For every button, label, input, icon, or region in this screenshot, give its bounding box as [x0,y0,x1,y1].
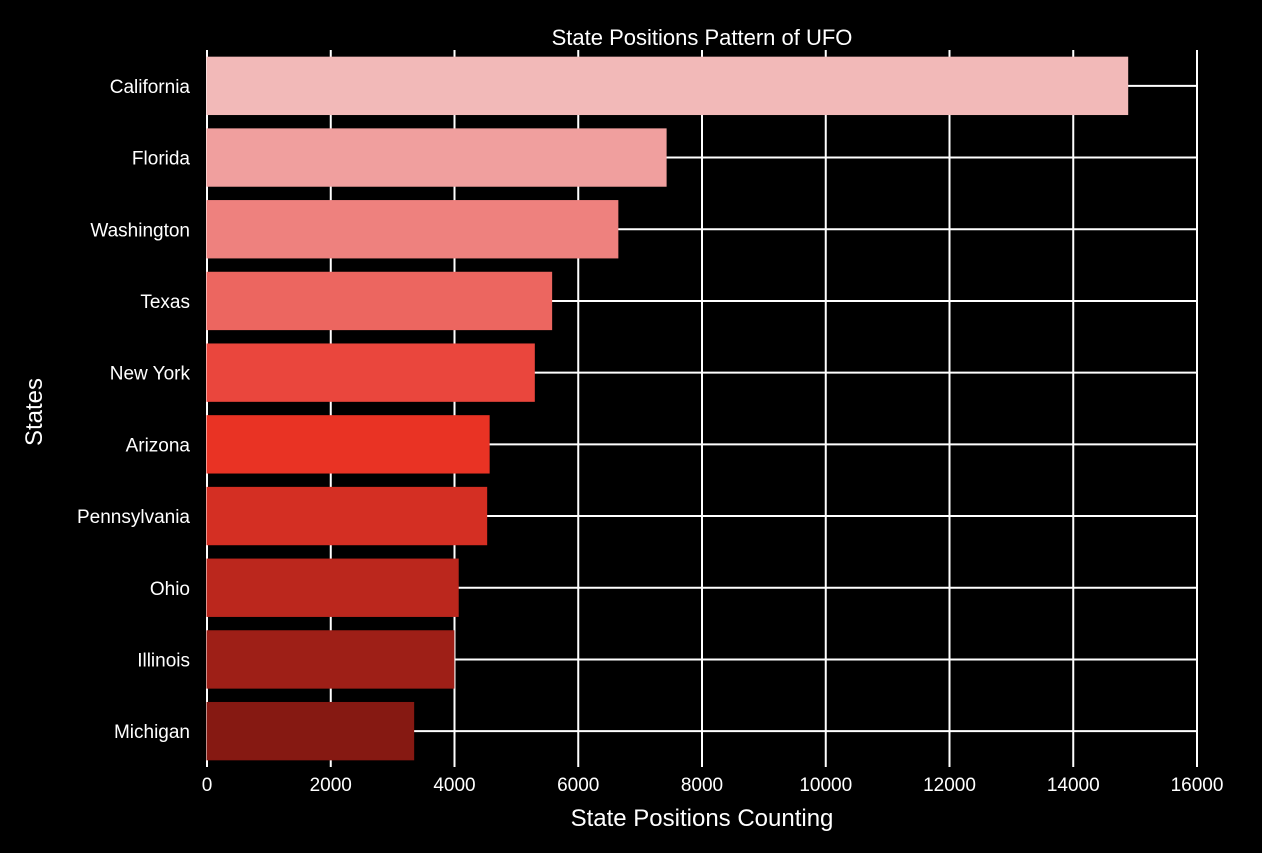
y-tick-labels: California Florida Washington Texas New York… [77,77,191,743]
y-tick-label: Michigan [114,722,190,743]
bar-pennsylvania [206,486,488,546]
x-tick-label: 10000 [799,775,852,796]
y-tick-label: Texas [140,292,190,313]
bar-arizona [206,415,490,474]
x-axis-title: State Positions Counting [571,805,834,832]
y-tick-label: Washington [90,220,190,241]
x-tick-label: 8000 [681,775,723,796]
bar-ohio [206,558,459,617]
x-tick-label: 14000 [1047,775,1100,796]
bar-michigan [206,701,415,761]
y-tick-label: Illinois [137,650,190,671]
bar-illinois [206,630,455,689]
x-tick-label: 6000 [557,775,599,796]
y-tick-label: Pennsylvania [77,507,190,528]
chart-title: State Positions Pattern of UFO [552,25,853,50]
x-tick-labels: 0 2000 4000 6000 8000 10000 12000 14000 16000 [202,775,1224,796]
y-tick-label: Ohio [150,579,190,600]
y-tick-label: New York [110,364,191,385]
x-tick-label: 16000 [1171,775,1224,796]
x-tick-label: 12000 [923,775,976,796]
bar-california [206,56,1129,116]
y-axis-title: States [21,378,48,446]
x-tick-label: 4000 [433,775,475,796]
x-tick-label: 2000 [310,775,352,796]
y-tick-label: Arizona [126,435,191,456]
bar-florida [206,128,667,187]
y-tick-label: Florida [132,149,191,170]
bar-new-york [206,343,535,402]
bars [206,56,1129,761]
x-tick-label: 0 [202,775,213,796]
y-tick-label: California [110,77,191,98]
bar-washington [206,200,619,259]
bar-texas [206,271,553,331]
